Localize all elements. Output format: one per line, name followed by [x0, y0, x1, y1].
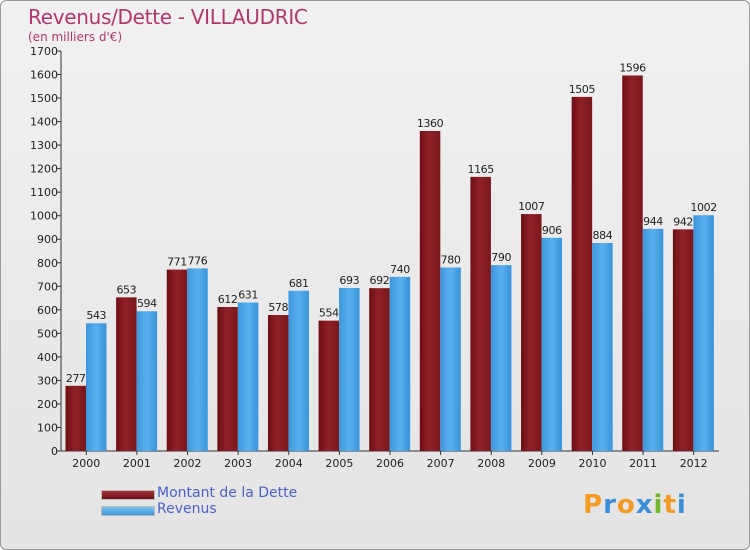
- bar-revenus: [237, 302, 259, 451]
- y-tick-label: 0: [51, 445, 58, 458]
- bar-revenus: [693, 215, 714, 451]
- x-tick-label: 2010: [578, 457, 606, 470]
- y-tick-label: 600: [37, 304, 58, 317]
- y-tick-label: 300: [37, 374, 58, 387]
- data-label: 776: [188, 254, 208, 267]
- x-tick-label: 2009: [528, 457, 556, 470]
- y-tick-label: 800: [37, 257, 58, 270]
- data-label: 277: [66, 372, 86, 385]
- data-label: 1165: [467, 163, 494, 176]
- data-label: 790: [491, 251, 511, 264]
- data-label: 578: [268, 301, 288, 314]
- bar-revenus: [136, 311, 158, 451]
- x-tick-label: 2008: [477, 457, 505, 470]
- bar-revenus: [86, 323, 107, 451]
- x-tick-label: 2005: [325, 457, 353, 470]
- bar-revenus: [389, 276, 411, 451]
- y-tick-label: 700: [37, 280, 58, 293]
- bar-dette: [318, 320, 340, 451]
- bar-revenus: [187, 268, 208, 451]
- data-label: 594: [137, 297, 157, 310]
- bar-dette: [217, 307, 238, 451]
- chart-subtitle: (en milliers d'€): [28, 30, 123, 44]
- data-label: 612: [218, 293, 238, 306]
- logo-letter: t: [663, 490, 677, 520]
- data-label: 906: [542, 224, 562, 237]
- bar-revenus: [288, 290, 309, 451]
- y-tick-label: 1400: [30, 116, 58, 129]
- y-tick-label: 1600: [30, 69, 58, 82]
- x-tick-label: 2002: [174, 457, 202, 470]
- data-label: 1007: [518, 200, 545, 213]
- bar-dette: [369, 288, 390, 451]
- bar-revenus: [339, 287, 360, 451]
- legend-swatch-revenus: [101, 506, 155, 516]
- data-label: 692: [370, 274, 390, 287]
- x-tick-label: 2011: [629, 457, 657, 470]
- bar-revenus: [541, 237, 563, 451]
- y-tick-label: 900: [37, 233, 58, 246]
- x-tick-label: 2006: [376, 457, 404, 470]
- bar-revenus: [592, 243, 613, 451]
- data-label: 631: [238, 289, 258, 302]
- data-label: 1505: [569, 83, 596, 96]
- bar-revenus: [490, 265, 512, 451]
- y-tick-label: 1200: [30, 163, 58, 176]
- bar-dette: [116, 297, 137, 451]
- legend-label-dette: Montant de la Dette: [157, 485, 298, 501]
- y-tick-label: 1000: [30, 210, 58, 223]
- proxiti-logo: Proxiti: [583, 490, 687, 520]
- data-label: 1002: [690, 201, 716, 214]
- data-label: 543: [86, 309, 106, 322]
- logo-letter: i: [676, 490, 687, 520]
- y-tick-label: 1100: [30, 186, 58, 199]
- logo-letter: o: [616, 490, 636, 520]
- logo-letter: P: [583, 490, 604, 520]
- data-label: 944: [643, 215, 663, 228]
- data-label: 740: [390, 263, 410, 276]
- logo-letter: x: [635, 490, 654, 520]
- bar-dette: [571, 96, 593, 451]
- x-tick-label: 2000: [72, 457, 100, 470]
- logo-letter: r: [603, 490, 617, 520]
- data-label: 554: [319, 307, 339, 320]
- bar-dette: [166, 269, 188, 451]
- y-tick-label: 400: [37, 351, 58, 364]
- data-label: 1596: [619, 61, 646, 74]
- data-label: 780: [441, 253, 461, 266]
- bar-dette: [521, 214, 542, 451]
- data-label: 771: [167, 256, 187, 269]
- data-label: 681: [289, 277, 309, 290]
- legend-swatch-dette: [101, 490, 155, 500]
- y-tick-label: 1300: [30, 139, 58, 152]
- bar-revenus: [440, 267, 461, 451]
- bar-dette: [419, 131, 441, 451]
- chart-title: Revenus/Dette - VILLAUDRIC: [28, 5, 308, 29]
- bar-dette: [65, 385, 86, 451]
- data-label: 884: [593, 229, 613, 242]
- x-tick-label: 2007: [427, 457, 455, 470]
- legend-label-revenus: Revenus: [157, 501, 217, 517]
- data-label: 942: [673, 215, 693, 228]
- x-tick-label: 2012: [680, 457, 708, 470]
- data-label: 1360: [417, 117, 444, 130]
- bar-dette: [622, 75, 643, 452]
- y-tick-label: 500: [37, 327, 58, 340]
- y-tick-label: 200: [37, 398, 58, 411]
- y-tick-label: 100: [37, 421, 58, 434]
- bar-dette: [672, 229, 694, 451]
- y-tick-label: 1700: [30, 45, 58, 58]
- bar-dette: [267, 315, 289, 451]
- y-tick-label: 1500: [30, 92, 58, 105]
- bar-dette: [470, 176, 491, 451]
- logo-letter: i: [653, 490, 664, 520]
- bar-revenus: [642, 228, 664, 451]
- x-tick-label: 2003: [224, 457, 252, 470]
- data-label: 653: [116, 283, 136, 296]
- x-tick-label: 2004: [275, 457, 303, 470]
- data-label: 693: [339, 274, 359, 287]
- x-tick-label: 2001: [123, 457, 151, 470]
